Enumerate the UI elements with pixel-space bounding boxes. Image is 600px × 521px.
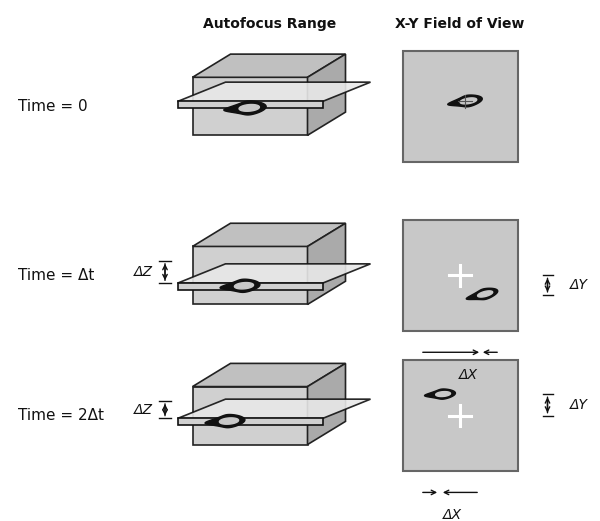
Polygon shape	[478, 291, 493, 297]
Text: Autofocus Range: Autofocus Range	[203, 17, 337, 31]
Polygon shape	[460, 98, 477, 104]
Polygon shape	[308, 224, 346, 304]
Text: ΔX: ΔX	[458, 368, 478, 382]
Polygon shape	[220, 279, 260, 292]
Polygon shape	[308, 363, 346, 444]
Text: X-Y Field of View: X-Y Field of View	[395, 17, 524, 31]
Text: ΔY: ΔY	[569, 398, 587, 412]
Polygon shape	[178, 264, 371, 283]
Text: ΔZ: ΔZ	[133, 403, 152, 417]
Polygon shape	[193, 224, 346, 246]
Bar	[403, 220, 517, 331]
Polygon shape	[193, 54, 346, 77]
Polygon shape	[425, 389, 455, 399]
Polygon shape	[448, 95, 482, 107]
Polygon shape	[178, 283, 323, 290]
Text: ΔX: ΔX	[443, 508, 461, 521]
Polygon shape	[205, 415, 245, 428]
Polygon shape	[193, 387, 308, 444]
Text: Time = Δt: Time = Δt	[18, 268, 94, 283]
Text: Time = 0: Time = 0	[18, 99, 88, 114]
Polygon shape	[193, 246, 308, 304]
Polygon shape	[239, 105, 259, 111]
Polygon shape	[193, 77, 308, 135]
Text: ΔZ: ΔZ	[133, 265, 152, 279]
Polygon shape	[220, 418, 239, 424]
Text: ΔY: ΔY	[569, 278, 587, 292]
Bar	[403, 360, 517, 471]
Polygon shape	[308, 54, 346, 135]
Polygon shape	[224, 101, 266, 115]
Polygon shape	[178, 418, 323, 425]
Polygon shape	[178, 82, 371, 102]
Polygon shape	[466, 288, 498, 300]
Polygon shape	[436, 392, 451, 396]
Polygon shape	[178, 399, 371, 418]
Polygon shape	[178, 102, 323, 108]
Text: Time = 2Δt: Time = 2Δt	[18, 408, 104, 423]
Polygon shape	[235, 282, 254, 289]
Bar	[403, 51, 517, 162]
Polygon shape	[193, 363, 346, 387]
